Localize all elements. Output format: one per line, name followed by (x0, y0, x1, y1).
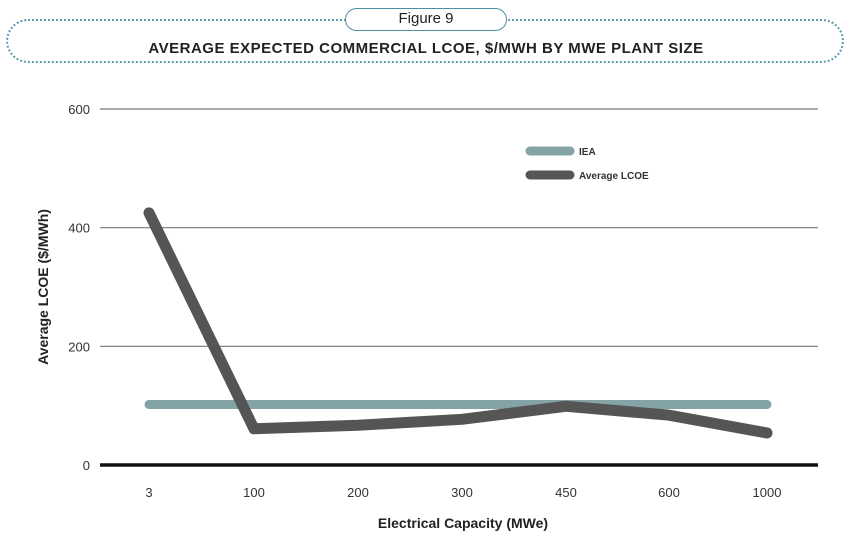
x-axis-label: Electrical Capacity (MWe) (378, 515, 548, 531)
chart-title: AVERAGE EXPECTED COMMERCIAL LCOE, $/MWH … (148, 40, 704, 57)
y-tick-label: 400 (68, 221, 90, 236)
x-tick-label: 200 (347, 485, 369, 500)
legend-label: Average LCOE (579, 171, 649, 182)
series-line-average-lcoe (143, 207, 773, 439)
x-tick-label: 3 (145, 485, 152, 500)
x-tick-label: 1000 (753, 485, 782, 500)
y-axis-label: Average LCOE ($/MWh) (35, 209, 51, 365)
figure-label: Figure 9 (345, 8, 507, 31)
y-tick-label: 200 (68, 339, 90, 354)
x-tick-label: 450 (555, 485, 577, 500)
x-tick-label: 300 (451, 485, 473, 500)
y-tick-label: 0 (83, 458, 90, 473)
x-tick-label: 100 (243, 485, 265, 500)
x-tick-label: 600 (658, 485, 680, 500)
legend-label: IEA (579, 147, 596, 158)
y-tick-label: 600 (68, 102, 90, 117)
